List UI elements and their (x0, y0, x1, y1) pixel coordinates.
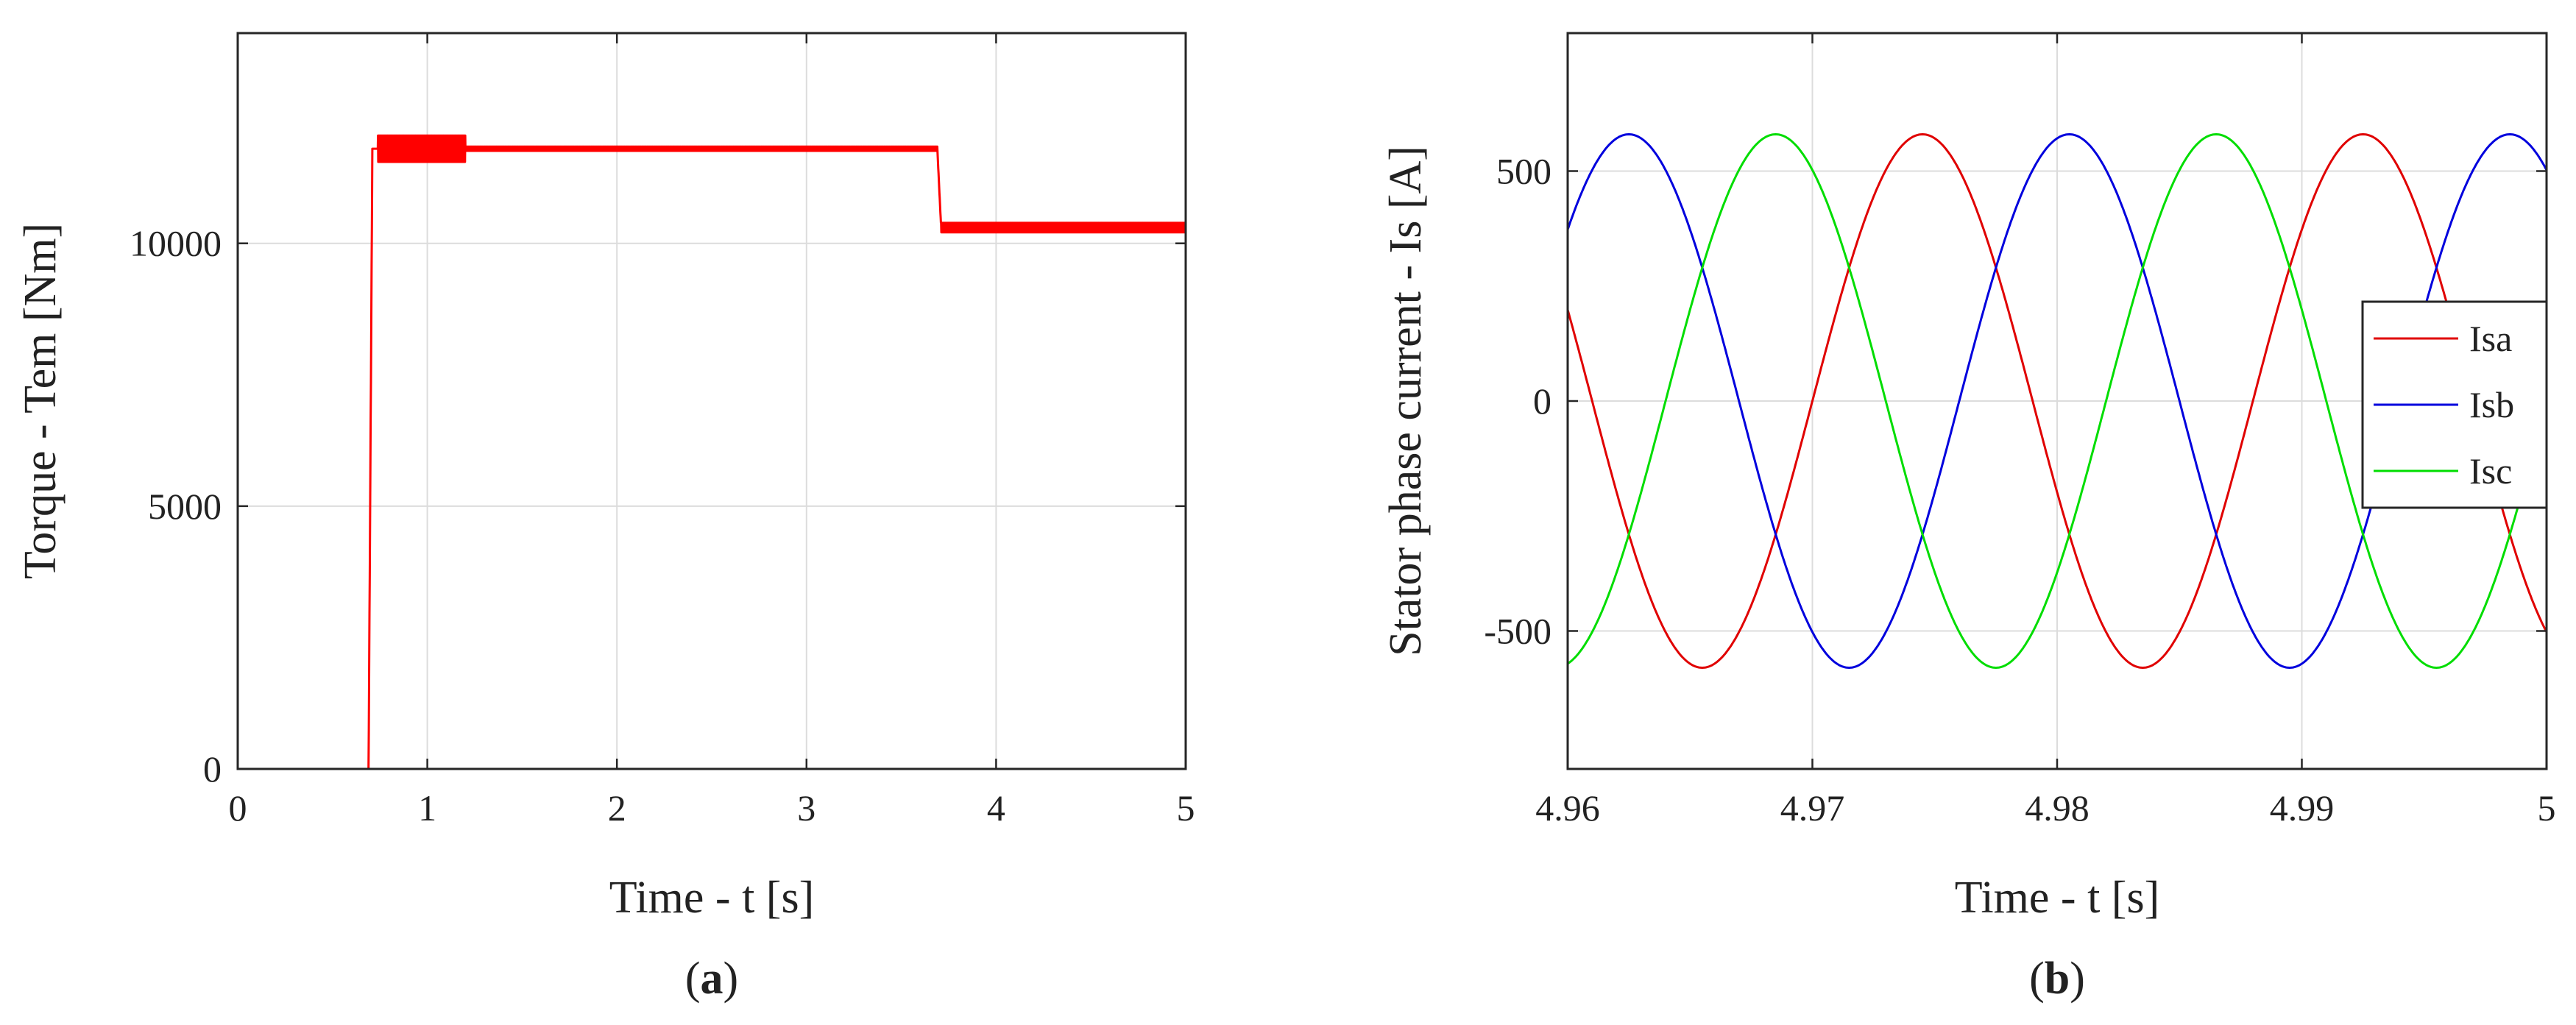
legend-label-isb: Isb (2469, 384, 2514, 425)
series-group-a (236, 134, 1187, 770)
caption-letter-a: a (701, 954, 723, 1004)
torque-chart: 0 1 2 3 4 5 0 5000 10000 Time - t [s] Torque - T… (15, 32, 1195, 1004)
legend-label-isc: Isc (2469, 450, 2512, 492)
y-axis-label-b: Stator phase current - Is [A] (1381, 146, 1431, 656)
stator-current-chart: 4.96 4.97 4.98 4.99 5 -500 0 500 Time - t [s] S… (1381, 32, 2556, 1004)
tick-labels-a: 0 1 2 3 4 5 0 5000 10000 (130, 33, 1195, 829)
x-axis-label-a: Time - t [s] (609, 873, 814, 923)
y-tick-label: 0 (203, 748, 222, 790)
tick-labels-b: 4.96 4.97 4.98 4.99 5 -500 0 500 (1484, 33, 2556, 829)
y-tick-label: 500 (1496, 151, 1551, 192)
plot-frame-a (236, 32, 1187, 770)
caption-b: (b) (2029, 954, 2085, 1004)
x-tick-label: 5 (1177, 787, 1195, 829)
x-tick-label: 3 (797, 787, 815, 829)
caption-a: (a) (685, 954, 738, 1004)
x-tick-label: 4.98 (2025, 787, 2090, 829)
x-tick-label: 2 (608, 787, 626, 829)
x-tick-label: 4.96 (1535, 787, 1600, 829)
y-tick-label: 10000 (130, 223, 222, 264)
torque-line (236, 134, 1187, 770)
x-tick-label: 4.97 (1780, 787, 1845, 829)
x-axis-label-b: Time - t [s] (1955, 873, 2159, 923)
series-line-isc (1567, 132, 2548, 670)
y-tick-label: 5000 (148, 486, 222, 527)
series-line-isa (1566, 132, 2548, 670)
x-tick-label: 0 (229, 787, 247, 829)
y-tick-label: 0 (1533, 380, 1551, 422)
x-tick-label: 5 (2538, 787, 2556, 829)
y-tick-label: -500 (1484, 611, 1551, 652)
caption-letter-b: b (2045, 954, 2070, 1004)
y-axis-label-a: Torque - Tem [Nm] (15, 223, 66, 579)
x-tick-label: 4.99 (2270, 787, 2335, 829)
x-tick-label: 1 (418, 787, 436, 829)
legend-label-isa: Isa (2469, 318, 2512, 359)
legend: Isa Isb Isc (2361, 300, 2548, 509)
x-tick-label: 4 (987, 787, 1005, 829)
